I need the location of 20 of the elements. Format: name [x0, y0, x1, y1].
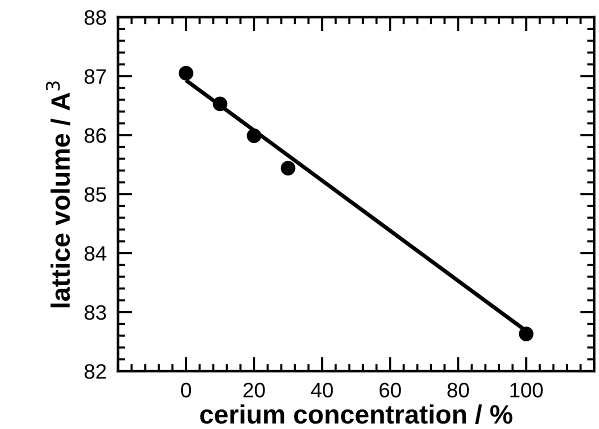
y-tick-label: 84	[84, 246, 106, 261]
point	[280, 160, 296, 176]
x-tick-label: 80	[447, 382, 469, 398]
x-axis-title: cerium concentration / %	[200, 404, 512, 424]
point	[518, 326, 534, 342]
point	[212, 96, 228, 112]
x-tick-label: 60	[380, 382, 401, 398]
x-tick-label: 0	[181, 382, 192, 398]
y-tick-label: 83	[84, 305, 106, 320]
y-axis-title: lattice volume / A$^{3}$	[46, 81, 70, 308]
x-tick-label: 20	[244, 382, 265, 398]
y-tick-label: 82	[84, 364, 106, 379]
y-tick-label: 86	[84, 128, 106, 143]
y-tick-label: 87	[84, 69, 106, 84]
x-tick-label: 100	[510, 382, 543, 398]
point	[246, 128, 262, 144]
point	[178, 66, 194, 80]
y-tick-label: 88	[84, 10, 106, 25]
y-tick-label: 85	[84, 187, 106, 202]
x-tick-label: 40	[310, 382, 333, 398]
